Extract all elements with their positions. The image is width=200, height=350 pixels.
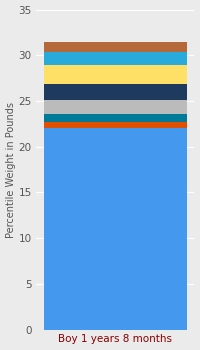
Bar	[44, 100, 187, 114]
Bar	[44, 84, 187, 100]
Bar	[44, 128, 187, 330]
Bar	[44, 42, 187, 51]
Bar	[44, 51, 187, 65]
Bar	[44, 122, 187, 128]
Bar	[44, 65, 187, 84]
Bar	[44, 114, 187, 122]
Y-axis label: Percentile Weight in Pounds: Percentile Weight in Pounds	[6, 102, 16, 238]
